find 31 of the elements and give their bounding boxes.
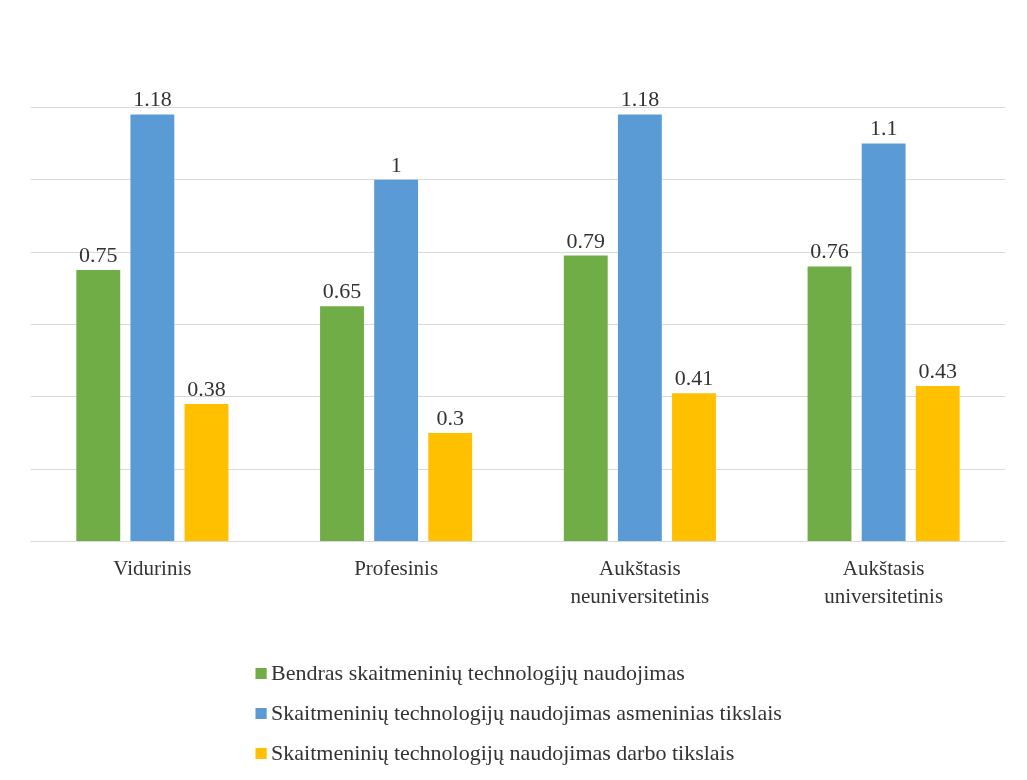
bar (428, 432, 473, 542)
bar (915, 385, 960, 542)
data-label: 1.1 (869, 115, 898, 141)
data-label: 0.41 (674, 365, 714, 391)
legend-label: Skaitmeninių technologijų naudojimas asmeninias tikslais (271, 700, 782, 726)
x-tick-label: Aukštasis universitetinis (824, 555, 944, 609)
bar (617, 114, 662, 542)
x-tick-label: Vidurinis (113, 555, 192, 580)
bar (672, 393, 716, 542)
bar (807, 266, 852, 542)
data-label: 0.76 (810, 238, 849, 264)
data-label: 1.18 (620, 86, 660, 112)
x-tick-label: Profesinis (354, 555, 439, 580)
bar (563, 255, 608, 542)
x-tick-label: Aukštasis neuniversitetinis (570, 555, 710, 609)
data-label: 1.18 (133, 86, 172, 112)
data-label: 0.38 (187, 375, 226, 401)
bar (184, 403, 229, 542)
data-label: 0.43 (918, 357, 957, 383)
bar (320, 306, 364, 542)
legend-label: Bendras skaitmeninių technologijų naudojimas (271, 660, 685, 686)
bar (76, 270, 121, 542)
bar (374, 179, 419, 542)
data-label: 1 (390, 151, 402, 177)
data-label: 0.65 (322, 278, 362, 304)
bar (861, 143, 906, 542)
data-label: 0.75 (79, 242, 118, 268)
legend-label: Skaitmeninių technologijų naudojimas darbo tikslais (271, 740, 735, 766)
bar (130, 114, 175, 542)
data-label: 0.3 (436, 404, 464, 430)
data-label: 0.79 (566, 227, 606, 253)
